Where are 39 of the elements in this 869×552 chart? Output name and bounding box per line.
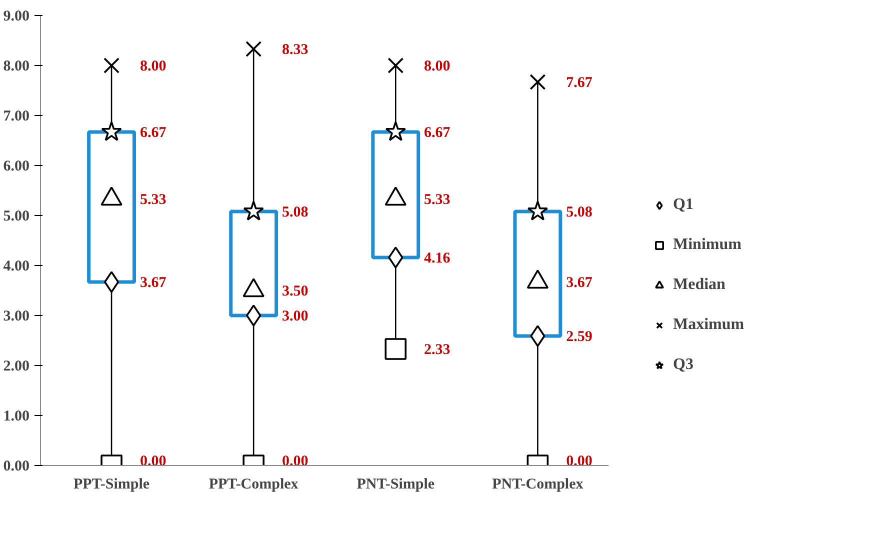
data-label: 0.00 — [140, 454, 166, 470]
data-label: 2.33 — [424, 342, 450, 358]
x-tick-label: PNT-Simple — [356, 476, 435, 492]
legend-label: Maximum — [673, 316, 744, 334]
data-label: 6.67 — [424, 125, 451, 141]
y-tick-label: 5.00 — [3, 208, 30, 224]
data-label: 8.00 — [424, 58, 450, 74]
y-tick-label: 2.00 — [3, 358, 30, 374]
data-label: 5.33 — [140, 192, 166, 208]
legend-label: Q3 — [673, 356, 694, 374]
data-label: 0.00 — [566, 454, 592, 470]
data-label: 5.33 — [424, 192, 450, 208]
data-label: 5.08 — [566, 204, 592, 220]
x-tick-label: PPT-Complex — [208, 476, 299, 492]
data-label: 7.67 — [566, 75, 593, 91]
y-tick-label: 8.00 — [3, 58, 30, 74]
x-tick-label: PPT-Simple — [73, 476, 150, 492]
x-tick-label: PNT-Complex — [492, 476, 584, 492]
data-label: 8.33 — [282, 42, 308, 58]
data-label: 4.16 — [424, 250, 451, 266]
legend-label: Median — [673, 276, 726, 294]
data-label: 3.67 — [140, 275, 167, 291]
y-tick-label: 7.00 — [3, 108, 30, 124]
y-tick-label: 1.00 — [3, 408, 30, 424]
y-tick-label: 3.00 — [3, 308, 30, 324]
data-label: 2.59 — [566, 329, 592, 345]
data-label: 8.00 — [140, 58, 166, 74]
data-label: 5.08 — [282, 204, 308, 220]
y-tick-label: 4.00 — [3, 258, 30, 274]
data-label: 6.67 — [140, 125, 167, 141]
data-label: 3.00 — [282, 308, 308, 324]
data-label: 3.50 — [282, 284, 308, 300]
legend-label: Minimum — [673, 236, 742, 254]
y-tick-label: 9.00 — [3, 8, 30, 24]
data-label: 3.67 — [566, 275, 593, 291]
legend-label: Q1 — [673, 196, 694, 214]
y-tick-label: 6.00 — [3, 158, 30, 174]
data-label: 0.00 — [282, 454, 308, 470]
y-tick-label: 0.00 — [3, 458, 30, 474]
